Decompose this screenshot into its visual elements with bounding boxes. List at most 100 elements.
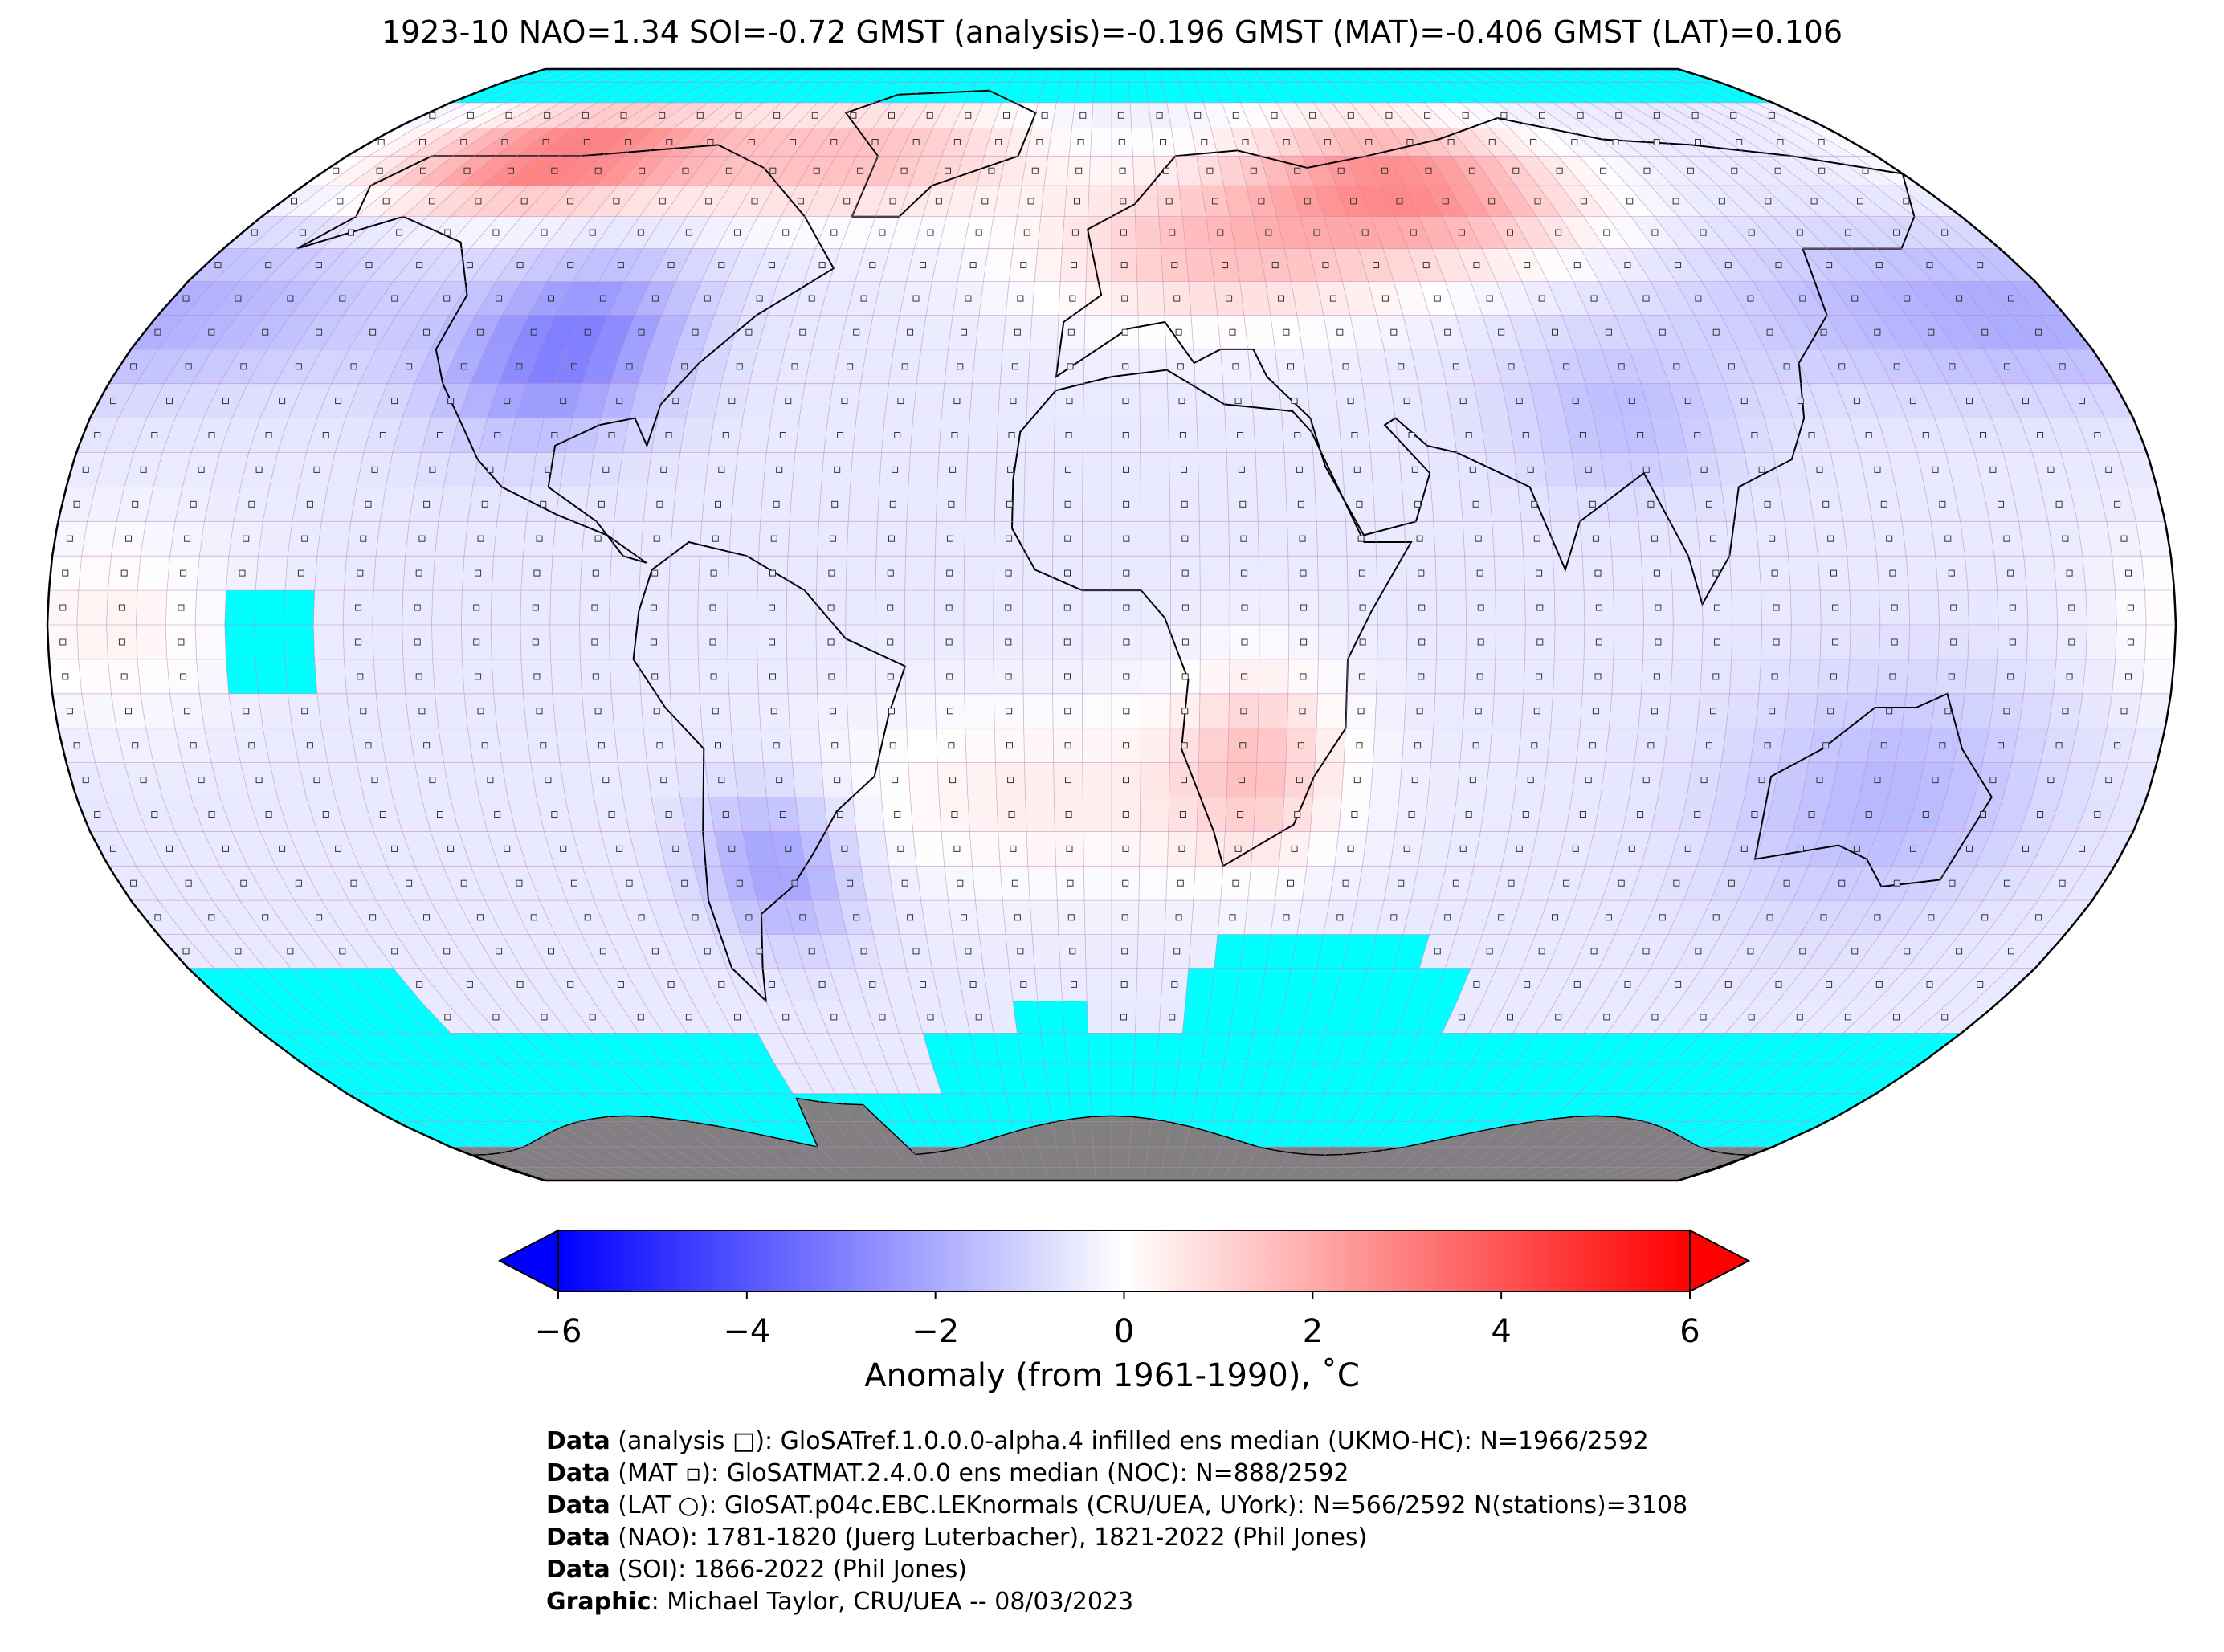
grid-cell: [1985, 315, 2038, 349]
grid-cell: [497, 1033, 550, 1064]
analysis-marker: [2004, 879, 2010, 887]
grid-cell: [2060, 762, 2100, 797]
analysis-marker: [1893, 363, 1900, 370]
grid-cell: [1473, 69, 1518, 83]
analysis-marker: [335, 845, 342, 852]
grid-cell: [728, 521, 761, 557]
grid-cell: [639, 1063, 687, 1094]
analysis-marker: [651, 673, 659, 680]
analysis-marker: [540, 500, 547, 508]
grid-cell: [1330, 1093, 1367, 1122]
grid-cell: [561, 82, 622, 103]
analysis-marker: [1232, 112, 1239, 119]
analysis-marker: [1651, 1014, 1659, 1021]
analysis-marker: [912, 295, 920, 302]
grid-cell: [395, 216, 451, 249]
analysis-marker: [1589, 742, 1596, 749]
grid-cell: [1436, 590, 1467, 625]
grid-cell: [1812, 1063, 1875, 1094]
grid-cell: [1834, 1063, 1898, 1094]
grid-cell: [1536, 1063, 1584, 1094]
analysis-marker: [1020, 262, 1027, 269]
analysis-marker: [1555, 229, 1562, 236]
analysis-marker: [1342, 363, 1349, 370]
grid-cell: [1138, 349, 1168, 384]
analysis-marker: [1595, 638, 1602, 646]
grid-cell: [1773, 452, 1809, 487]
grid-cell: [1251, 1093, 1282, 1122]
grid-cell: [418, 968, 470, 1001]
analysis-marker: [279, 845, 286, 852]
grid-cell: [899, 1033, 932, 1064]
grid-cell: [1403, 1033, 1443, 1064]
grid-cell: [267, 900, 317, 935]
grid-cell: [284, 659, 317, 694]
analysis-marker: [1347, 112, 1354, 119]
grid-cell: [1276, 1121, 1311, 1148]
grid-cell: [1847, 556, 1879, 591]
grid-cell: [1331, 82, 1369, 103]
grid-cell: [137, 659, 170, 694]
analysis-marker: [1119, 167, 1126, 174]
analysis-marker: [120, 569, 128, 577]
grid-cell: [537, 1093, 594, 1122]
grid-cell: [2048, 418, 2090, 453]
grid-cell: [573, 968, 618, 1001]
analysis-marker: [1838, 363, 1846, 370]
grid-cell: [1696, 831, 1736, 867]
analysis-marker: [889, 198, 896, 205]
analysis-marker: [2114, 742, 2121, 749]
analysis-marker: [949, 777, 957, 784]
grid-cell: [539, 315, 582, 349]
analysis-marker: [316, 328, 323, 336]
grid-cell: [2010, 934, 2066, 969]
analysis-marker: [594, 708, 602, 715]
analysis-marker: [110, 845, 116, 852]
analysis-marker: [379, 432, 386, 438]
grid-cell: [284, 625, 315, 659]
analysis-marker: [1998, 500, 2004, 508]
grid-cell: [2031, 831, 2077, 867]
grid-cell: [757, 315, 794, 349]
grid-cell: [450, 418, 488, 453]
grid-cell: [622, 128, 674, 157]
grid-cell: [1561, 1033, 1608, 1064]
grid-cell: [303, 866, 349, 901]
grid-cell: [1467, 82, 1516, 103]
analysis-marker: [1889, 673, 1896, 680]
grid-cell: [1598, 281, 1642, 316]
analysis-marker: [1473, 981, 1480, 988]
grid-cell: [617, 1063, 666, 1094]
analysis-marker: [1653, 673, 1660, 680]
grid-cell: [1268, 69, 1298, 83]
grid-cell: [1849, 590, 1880, 625]
grid-cell: [693, 349, 731, 384]
analysis-marker: [1747, 948, 1754, 955]
grid-cell: [1251, 128, 1282, 157]
grid-cell: [475, 1121, 543, 1148]
grid-cell: [1069, 1093, 1092, 1122]
grid-cell: [737, 797, 771, 832]
grid-cell: [219, 797, 260, 832]
grid-cell: [431, 625, 463, 659]
grid-cell: [774, 156, 814, 186]
grid-cell: [1793, 349, 1837, 384]
grid-cell: [1826, 900, 1875, 935]
grid-cell: [1520, 866, 1558, 901]
grid-cell: [1405, 1121, 1451, 1148]
grid-cell: [790, 487, 822, 522]
analysis-marker: [1771, 673, 1778, 680]
grid-cell: [741, 216, 781, 249]
grid-cell: [663, 1033, 708, 1064]
grid-cell: [836, 82, 875, 103]
analysis-marker: [1889, 569, 1896, 577]
analysis-marker: [1324, 139, 1331, 145]
grid-cell: [1500, 82, 1553, 103]
analysis-marker: [853, 914, 860, 921]
grid-cell: [1247, 866, 1279, 901]
grid-cell: [1291, 1033, 1324, 1064]
grid-cell: [1934, 797, 1975, 832]
analysis-marker: [734, 229, 741, 236]
analysis-marker: [1592, 708, 1599, 715]
grid-cell: [906, 487, 938, 522]
